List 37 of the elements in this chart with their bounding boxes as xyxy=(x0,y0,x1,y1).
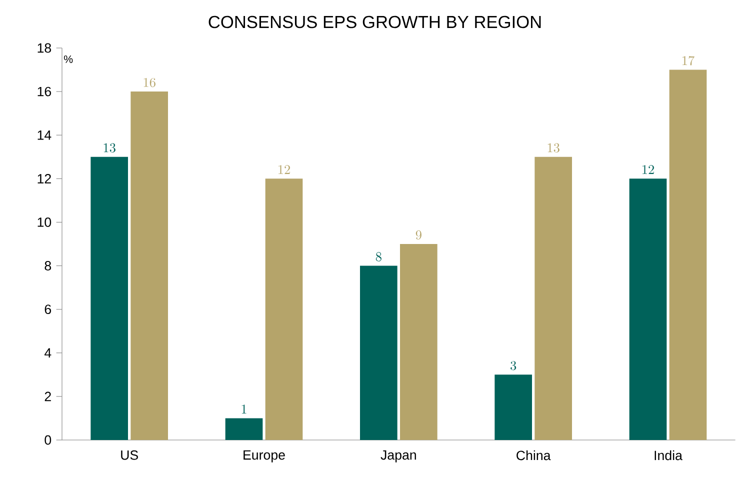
x-tick-label: Japan xyxy=(380,450,416,462)
data-label: 17 xyxy=(682,56,694,66)
chart-title: CONSENSUS EPS GROWTH BY REGION xyxy=(208,16,541,28)
bar xyxy=(265,178,303,440)
x-tick-label: India xyxy=(654,450,682,460)
bar xyxy=(130,92,168,440)
bar xyxy=(669,70,707,440)
data-label: 16 xyxy=(144,78,156,88)
y-axis-title: % xyxy=(64,55,73,63)
data-label: 8 xyxy=(376,252,382,262)
y-tick-label: 16 xyxy=(38,86,52,96)
y-tick-label: 6 xyxy=(44,304,52,314)
x-tick-label: US xyxy=(121,450,138,460)
bar xyxy=(400,244,438,440)
data-label: 1 xyxy=(242,404,246,414)
y-tick-label: 0 xyxy=(44,435,52,445)
data-label: 13 xyxy=(104,143,116,152)
bar xyxy=(90,156,128,440)
y-tick-label: 18 xyxy=(38,43,52,53)
data-label: 9 xyxy=(416,230,422,240)
bar xyxy=(360,266,398,440)
y-tick-label: 10 xyxy=(38,218,52,227)
data-label: 13 xyxy=(548,143,560,152)
bar xyxy=(534,156,572,440)
y-tick-label: 14 xyxy=(38,130,52,140)
y-tick-label: 4 xyxy=(44,348,52,358)
data-label: 12 xyxy=(278,165,290,174)
data-label: 12 xyxy=(642,165,654,174)
x-tick-label: Europe xyxy=(244,450,285,462)
y-tick-label: 8 xyxy=(44,261,52,270)
bar xyxy=(494,374,532,440)
bar xyxy=(629,178,667,440)
x-tick-label: China xyxy=(516,450,551,460)
bar xyxy=(225,418,263,440)
y-tick-label: 2 xyxy=(44,392,51,402)
data-label: 3 xyxy=(510,361,516,370)
y-tick-label: 12 xyxy=(38,174,51,184)
